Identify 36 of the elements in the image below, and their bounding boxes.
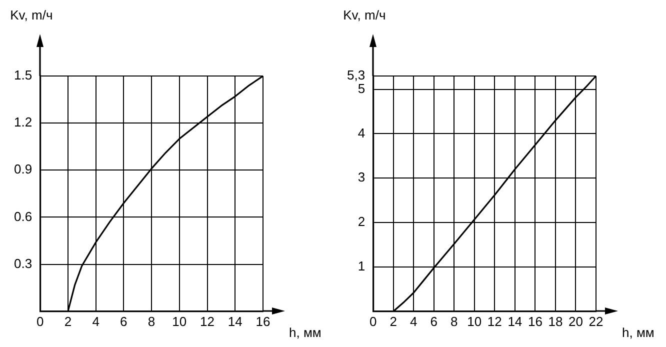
x-axis-title: h, мм [289, 324, 322, 340]
x-tick-label: 6 [430, 314, 438, 329]
x-tick-label: 10 [467, 314, 482, 329]
x-tick-label: 12 [487, 314, 502, 329]
x-tick-label: 6 [120, 314, 128, 329]
x-axis-title: h, мм [622, 324, 654, 340]
y-tick-label: 1 [358, 258, 366, 274]
y-tick-label: 0.6 [14, 208, 32, 224]
x-tick-label: 4 [410, 314, 418, 329]
x-tick-label: 2 [390, 314, 397, 329]
y-tick-label: 1.5 [14, 68, 32, 83]
x-tick-label: 16 [256, 314, 270, 329]
x-tick-label: 16 [528, 314, 542, 329]
y-axis-title: Kv, m/ч [10, 8, 53, 23]
x-tick-label: 10 [172, 314, 187, 329]
x-tick-label: 8 [450, 314, 458, 329]
y-tick-label: 0.3 [14, 256, 32, 271]
x-tick-label: 18 [548, 314, 563, 329]
y-axis-title: Kv, m/ч [343, 8, 386, 23]
x-tick-label: 20 [568, 314, 583, 329]
y-tick-label: 5,3 [346, 68, 366, 83]
x-tick-label: 4 [92, 314, 100, 329]
x-tick-label: 8 [148, 314, 156, 329]
x-tick-label: 0 [369, 314, 377, 329]
x-tick-label: 14 [508, 314, 522, 329]
x-tick-label: 14 [228, 314, 242, 329]
y-tick-label: 0.9 [14, 162, 32, 177]
x-tick-label: 12 [200, 314, 214, 329]
x-tick-label: 2 [64, 314, 72, 329]
y-tick-label: 5 [358, 80, 366, 96]
y-tick-label: 4 [358, 125, 366, 140]
y-tick-label: 3 [358, 170, 366, 185]
y-tick-label: 2 [358, 214, 366, 230]
x-tick-label: 22 [588, 314, 604, 329]
x-tick-label: 0 [36, 314, 44, 329]
y-tick-label: 1.2 [14, 114, 32, 130]
